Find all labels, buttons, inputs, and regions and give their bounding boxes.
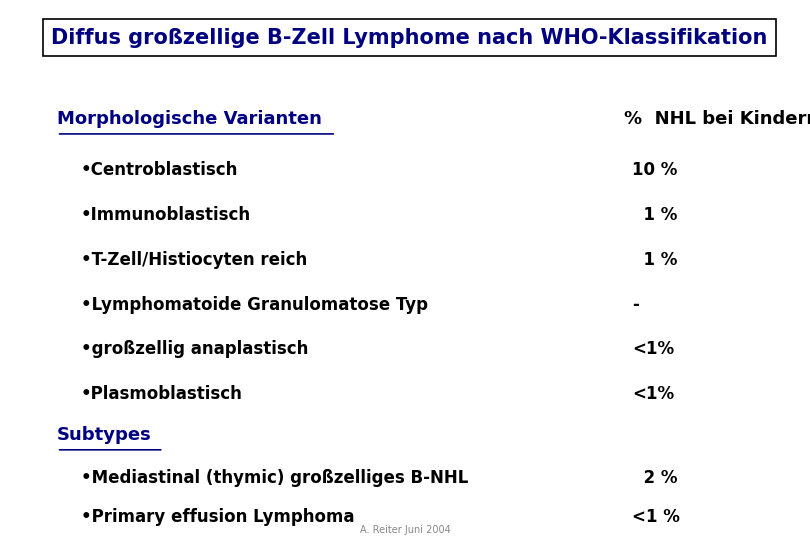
Text: Morphologische Varianten: Morphologische Varianten (57, 110, 322, 128)
Text: -: - (632, 295, 638, 314)
Text: •Plasmoblastisch: •Plasmoblastisch (81, 385, 243, 403)
Text: Subtypes: Subtypes (57, 426, 151, 444)
Text: •Centroblastisch: •Centroblastisch (81, 161, 238, 179)
Text: <1%: <1% (632, 340, 674, 359)
Text: 10 %: 10 % (632, 161, 677, 179)
Text: 2 %: 2 % (632, 469, 677, 487)
Text: •Immunoblastisch: •Immunoblastisch (81, 206, 251, 224)
Text: Diffus großzellige B-Zell Lymphome nach WHO-Klassifikation: Diffus großzellige B-Zell Lymphome nach … (51, 28, 767, 48)
Text: <1 %: <1 % (632, 508, 680, 526)
Text: A. Reiter Juni 2004: A. Reiter Juni 2004 (360, 524, 450, 535)
Text: •T-Zell/Histiocyten reich: •T-Zell/Histiocyten reich (81, 251, 307, 269)
Text: 1 %: 1 % (632, 206, 677, 224)
Text: •großzellig anaplastisch: •großzellig anaplastisch (81, 340, 309, 359)
Text: •Lymphomatoide Granulomatose Typ: •Lymphomatoide Granulomatose Typ (81, 295, 428, 314)
Text: •Primary effusion Lymphoma: •Primary effusion Lymphoma (81, 508, 355, 526)
Text: •Mediastinal (thymic) großzelliges B-NHL: •Mediastinal (thymic) großzelliges B-NHL (81, 469, 468, 487)
Text: %  NHL bei Kindern: % NHL bei Kindern (624, 110, 810, 128)
Text: 1 %: 1 % (632, 251, 677, 269)
Text: <1%: <1% (632, 385, 674, 403)
